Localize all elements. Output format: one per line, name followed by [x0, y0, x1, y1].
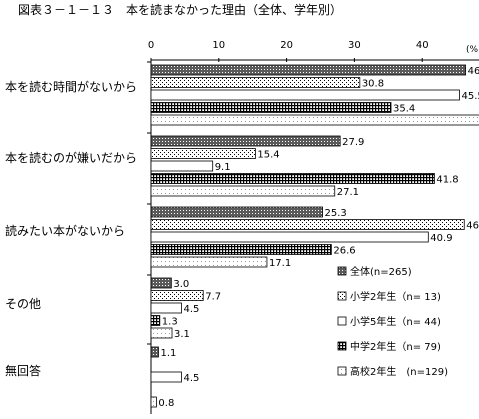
data-label: 45.5	[461, 91, 479, 102]
legend-swatch	[337, 316, 347, 326]
bar	[150, 102, 392, 113]
data-label: 30.8	[362, 79, 384, 90]
data-label: 9.1	[215, 162, 231, 173]
bar	[150, 290, 204, 301]
bars: 46.4 27.9 25.3 3.0 1.1 30.8 15.4 46.2 7.7 45.5 9.1…	[150, 64, 479, 409]
data-label: 27.9	[342, 137, 364, 148]
data-label: 40.9	[430, 233, 452, 244]
chart-title: 図表３－１－１３ 本を読まなかった理由（全体、学年別）	[18, 2, 342, 17]
category-label: その他	[5, 297, 41, 311]
bar	[150, 327, 173, 339]
x-tick-label: 0	[148, 40, 154, 51]
legend-label: 全体(n=265)	[350, 265, 412, 278]
legend-swatch	[337, 291, 347, 301]
bar	[150, 277, 172, 289]
legend-label: 小学5年生（n= 44)	[350, 315, 441, 328]
bar	[150, 89, 460, 101]
category-label: 無回答	[5, 363, 41, 378]
data-label: 1.1	[160, 348, 176, 359]
data-label: 4.5	[184, 304, 200, 315]
data-label: 17.1	[269, 258, 291, 269]
bar	[150, 346, 159, 358]
data-label: 26.6	[333, 246, 355, 257]
bar	[150, 77, 361, 88]
data-label: 46.4	[468, 66, 479, 77]
legend-label: 中学2年生（n= 79)	[350, 340, 441, 353]
data-label: 3.1	[174, 329, 190, 340]
bar	[150, 244, 332, 255]
bar	[150, 148, 256, 159]
x-tick-label: 30	[348, 40, 361, 51]
category-label: 本を読む時間がないから	[5, 79, 137, 94]
x-tick-label: 40	[416, 40, 429, 51]
legend-swatch	[337, 341, 347, 351]
data-label: 35.4	[393, 104, 415, 115]
data-label: 25.3	[325, 208, 347, 219]
x-tick-label: 20	[280, 40, 293, 51]
data-label: 0.8	[158, 398, 174, 409]
legend-swatch	[337, 366, 347, 376]
x-tick-label: 10	[212, 40, 225, 51]
bar	[150, 302, 182, 314]
bar	[150, 219, 465, 230]
bar	[150, 173, 435, 184]
bar	[150, 160, 214, 172]
bar	[150, 135, 341, 147]
data-label: 7.7	[205, 292, 221, 303]
bar	[150, 371, 182, 383]
data-label: 46.2	[466, 221, 479, 232]
data-label: 27.1	[337, 187, 359, 198]
bar	[150, 231, 429, 243]
legend-label: 高校2年生 (n=129)	[350, 365, 448, 378]
category-label: 読みたい本がないから	[5, 223, 125, 238]
bar	[150, 185, 336, 197]
legend-label: 小学2年生（n= 13)	[350, 290, 441, 303]
legend: 全体(n=265) 小学2年生（n= 13) 小学5年生（n= 44) 中学2年生（n…	[337, 265, 448, 378]
category-label: 本を読むのが嫌いだから	[5, 150, 137, 165]
data-label: 3.0	[173, 279, 189, 290]
bar	[150, 206, 323, 218]
x-axis-ticks: 0102030405060	[148, 40, 429, 51]
data-label: 15.4	[257, 150, 279, 161]
data-label: 4.5	[184, 373, 200, 384]
data-label: 1.3	[162, 317, 178, 328]
bar	[150, 396, 157, 408]
legend-swatch	[337, 266, 347, 276]
bar	[150, 114, 479, 126]
bar	[150, 315, 161, 326]
unit-label: (%)	[466, 45, 479, 55]
bar	[150, 64, 466, 76]
bar	[150, 256, 268, 268]
data-label: 41.8	[436, 175, 458, 186]
